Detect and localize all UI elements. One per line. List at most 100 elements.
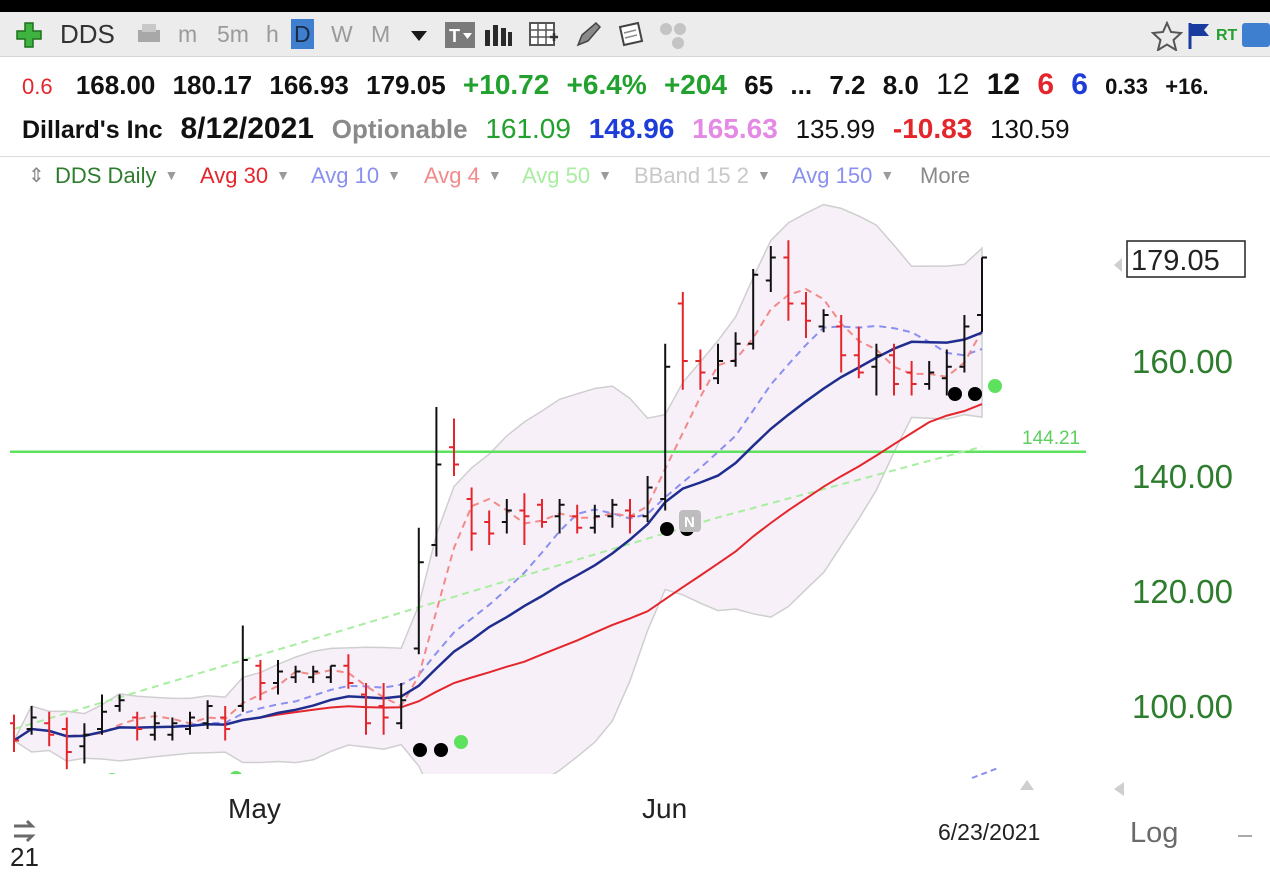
quote-v4: 12 [936,68,970,101]
avg10-line [13,324,983,742]
legend-arrows-icon[interactable]: ⇕ [28,165,45,187]
price-bar [889,343,899,396]
svg-text:T: T [449,26,460,46]
price-bar [361,683,371,735]
price-bar [378,683,389,735]
price-bar [431,407,442,557]
price-bar [554,499,565,534]
legend-avg50[interactable]: Avg 50 ▼ [522,163,612,188]
legend-avg30[interactable]: Avg 30 ▼ [200,163,290,188]
breakout-line-label: 144.21 [1022,428,1080,449]
price-bar [343,654,354,689]
price-bar [308,665,319,683]
dropdown-arrow-icon[interactable] [410,30,428,42]
optionable-label: Optionable [331,114,468,144]
flag-icon[interactable] [1186,21,1214,51]
price-bar [941,349,952,396]
scroll-left-icon [1114,782,1124,796]
quote-ellipsis: ... [790,70,813,100]
print-icon[interactable] [134,22,164,46]
price-bar [10,714,19,752]
notes-icon[interactable] [616,21,646,49]
legend-dds-daily[interactable]: DDS Daily ▼ [55,163,179,188]
price-bar [959,315,970,373]
price-bar [977,256,987,333]
info-val1: 161.09 [485,113,571,144]
price-bar [484,510,495,545]
quote-close: 179.05 [366,70,446,100]
signal-dot [968,387,982,401]
quote-open: 168.00 [75,70,156,100]
quote-v8: 0.33 [1105,74,1148,99]
price-bar [255,660,266,701]
quote-v7: 6 [1071,68,1088,101]
price-bar [801,292,811,338]
price-bar [607,499,618,528]
interval-w[interactable]: W [331,21,353,47]
interval-mo[interactable]: M [371,21,391,47]
quote-v1: 65 [744,70,774,100]
price-bar [185,711,195,735]
quote-low: 166.93 [269,70,349,100]
price-bar [44,711,55,747]
price-chart[interactable]: 144.21 N 100.00 120.00 140.00 160.00 179.05 May… [0,12,1270,878]
toolbar: DDS m 5m h D W M T [0,12,1270,57]
scale-up-icon [1020,780,1034,790]
legend-bband[interactable]: BBand 15 2 ▼ [634,163,771,188]
price-bar [325,664,336,683]
price-bar [537,499,547,528]
connect-icon[interactable] [656,21,692,49]
legend-avg150[interactable]: Avg 150 ▼ [792,163,895,188]
symbol-label[interactable]: DDS [60,19,115,49]
interval-h[interactable]: h [266,21,279,47]
price-bar [273,660,283,695]
pencil-icon[interactable] [574,21,602,49]
quote-v2: 7.2 [829,70,866,100]
legend-avg4[interactable]: Avg 4 ▼ [424,163,502,188]
interval-m[interactable]: m [178,21,198,47]
table-icon[interactable] [528,21,560,49]
text-tool-icon[interactable]: T [444,21,476,49]
price-bar [730,332,741,367]
price-bar [783,240,794,321]
quote-v3: 8.0 [882,70,919,100]
quote-col0: 0.6 [22,74,53,99]
last-price-box [1126,240,1246,278]
price-bar [202,700,213,729]
corner-label: 21 [10,842,39,872]
legend-avg10[interactable]: Avg 10 ▼ [311,163,401,188]
star-icon[interactable] [1150,21,1184,51]
price-bar [97,694,107,735]
price-bar [114,694,125,712]
quote-volume-change: +204 [663,69,728,100]
price-bar [765,246,776,292]
signal-dot [108,773,116,774]
bar-style-icon[interactable] [482,22,514,48]
legend-more[interactable]: More [920,163,971,188]
chart-window: DDS m 5m h D W M T [0,12,1270,878]
price-bar [149,711,160,741]
rt-label[interactable]: RT [1216,27,1238,44]
price-bar [818,309,829,333]
signal-dot [454,735,468,749]
s-badge-icon[interactable] [1242,23,1270,47]
price-bar [589,504,600,534]
info-val5: -10.83 [892,113,973,144]
price-bar [237,625,248,712]
bollinger-band [13,203,983,774]
interval-5m[interactable]: 5m [217,21,249,47]
signal-dot [660,522,674,536]
quote-change: +10.72 [462,69,550,100]
price-bar [924,361,935,390]
price-axis-label: 120.00 [1132,573,1233,610]
price-bar [906,361,917,396]
interval-d[interactable]: D [291,19,314,49]
signal-dot [413,743,427,757]
add-icon[interactable] [14,21,44,49]
log-scale-toggle: Log [1130,817,1178,849]
price-bar [501,499,512,534]
company-name: Dillard's Inc [22,116,163,144]
price-bar [660,343,671,511]
quote-row: 0.6 168.00 180.17 166.93 179.05 +10.72 +… [22,68,1219,102]
indicator-legend: ⇕ DDS Daily ▼ Avg 30 ▼ Avg 10 ▼ Avg 4 ▼ Avg … [0,156,1270,197]
